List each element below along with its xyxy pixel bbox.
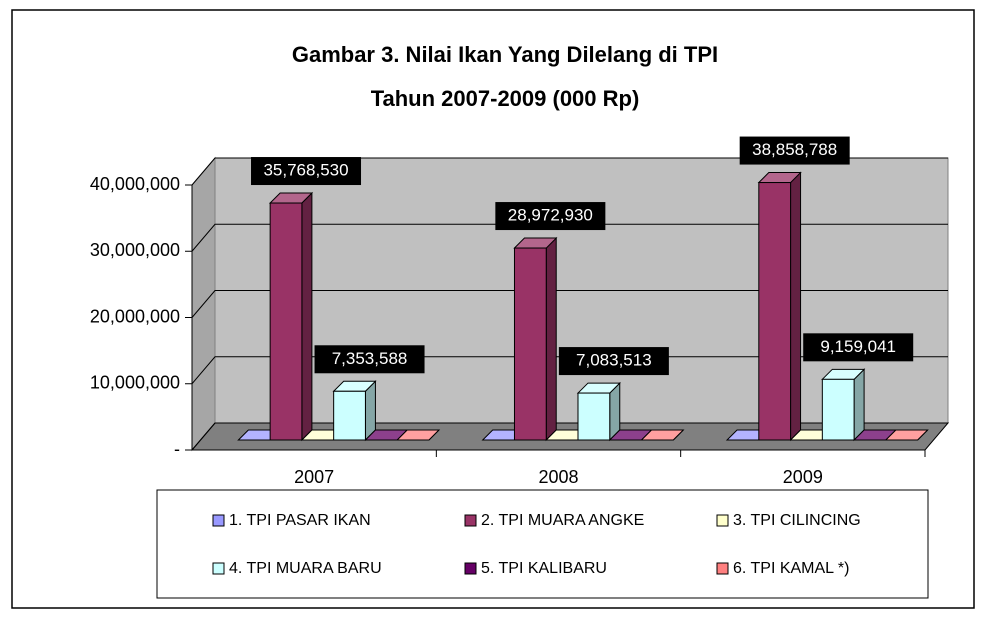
grid-line	[191, 223, 948, 252]
data-label-box	[251, 157, 362, 186]
y-tick-label: -	[174, 439, 180, 459]
legend-label: 3. TPI CILINCING	[733, 512, 861, 529]
bar	[269, 202, 303, 441]
y-tick-label: 20,000,000	[90, 306, 180, 326]
chart-subtitle: Tahun 2007-2009 (000 Rp)	[371, 86, 640, 111]
data-label: 28,972,930	[508, 206, 593, 225]
x-tick-label: 2009	[783, 467, 823, 487]
legend-swatch	[212, 514, 225, 527]
grid-line	[191, 157, 948, 186]
data-label: 7,083,513	[576, 351, 652, 370]
grid-line	[191, 290, 948, 318]
bar-top	[395, 429, 441, 441]
data-label-box	[495, 202, 606, 231]
legend-label: 2. TPI MUARA ANGKE	[481, 512, 644, 529]
chart-title: Gambar 3. Nilai Ikan Yang Dilelang di TP…	[292, 42, 718, 67]
legend-label: 1. TPI PASAR IKAN	[229, 512, 371, 529]
data-label-box	[739, 136, 850, 165]
grid-line	[191, 356, 948, 385]
data-label: 35,768,530	[263, 161, 348, 180]
bar-side	[853, 368, 865, 442]
legend-box	[156, 489, 929, 599]
bar	[513, 247, 547, 441]
legend-swatch	[716, 562, 729, 575]
grid-line	[191, 422, 948, 451]
data-label-box	[803, 333, 914, 362]
bar	[333, 390, 366, 441]
bar-side	[790, 171, 802, 442]
data-label-box	[314, 345, 425, 374]
bar-top	[640, 429, 685, 441]
legend-swatch	[464, 562, 477, 575]
y-tick-label: 30,000,000	[90, 240, 180, 260]
legend-swatch	[464, 514, 477, 527]
data-label: 38,858,788	[752, 140, 837, 159]
legend-swatch	[212, 562, 225, 575]
legend-label: 4. TPI MUARA BARU	[229, 560, 382, 577]
y-tick-label: 10,000,000	[90, 373, 180, 393]
x-tick-label: 2007	[294, 467, 334, 487]
legend-swatch	[716, 514, 729, 527]
bar-side	[545, 236, 557, 442]
data-label: 9,159,041	[820, 337, 896, 356]
bar-top	[884, 429, 929, 441]
data-label-box	[558, 347, 669, 376]
bar-side	[301, 191, 313, 442]
data-label: 7,353,588	[332, 349, 408, 368]
bar	[758, 182, 792, 441]
bar	[577, 392, 611, 441]
bar	[821, 378, 855, 441]
y-tick-label: 40,000,000	[90, 174, 180, 194]
x-tick-label: 2008	[538, 467, 578, 487]
legend-label: 5. TPI KALIBARU	[481, 560, 607, 577]
legend-label: 6. TPI KAMAL *)	[733, 560, 849, 577]
